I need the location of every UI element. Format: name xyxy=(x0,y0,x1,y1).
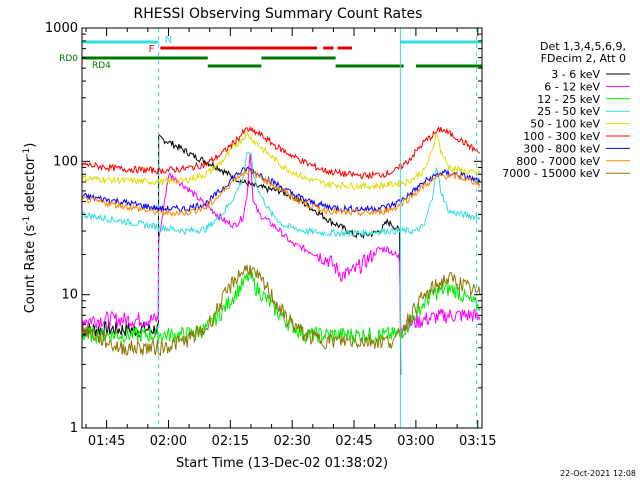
series-line-8 xyxy=(81,167,481,218)
flag-bar-label: RD0 xyxy=(59,54,78,64)
y-tick-label: 1000 xyxy=(45,21,78,36)
chart-title: RHESSI Observing Summary Count Rates xyxy=(134,6,423,22)
x-axis-label: Start Time (13-Dec-02 01:38:02) xyxy=(176,456,388,471)
legend-label: 100 - 300 keV xyxy=(523,130,600,143)
tick-marks: 1 10 100 1000 01:45 02:00 02:15 02:30 02:45 03:00… xyxy=(45,21,497,449)
legend-header: FDecim 2, Att 0 xyxy=(541,52,626,65)
y-axis-label: Count Rate (s-1 detector-1) xyxy=(22,143,38,314)
x-tick-label: 02:00 xyxy=(150,434,187,449)
y-axis-label-mid: detector xyxy=(23,156,38,216)
data-series xyxy=(81,125,481,375)
legend: Det 1,3,4,5,6,9,FDecim 2, Att 0 3 - 6 keV… xyxy=(502,40,630,180)
legend-label: 50 - 100 keV xyxy=(530,118,600,131)
series-line-4 xyxy=(81,151,481,239)
legend-label: 3 - 6 keV xyxy=(551,68,600,81)
legend-label: 300 - 800 keV xyxy=(523,142,600,155)
x-tick-label: 03:00 xyxy=(397,434,434,449)
flag-bar-label: RD4 xyxy=(92,61,111,71)
series-line-7 xyxy=(81,166,481,214)
vertical-markers xyxy=(158,28,478,428)
series-line-6 xyxy=(81,125,481,180)
y-axis-label-sup1: -1 xyxy=(22,216,32,225)
y-axis-label-main: Count Rate (s xyxy=(23,225,38,314)
series-line-5 xyxy=(81,132,481,191)
timestamp: 22-Oct-2021 12:08 xyxy=(560,469,636,478)
y-axis-label-end: ) xyxy=(23,143,38,148)
y-tick-label: 10 xyxy=(61,288,78,303)
x-tick-label: 02:45 xyxy=(335,434,372,449)
legend-label: 6 - 12 keV xyxy=(544,80,600,93)
plot-frame xyxy=(81,27,483,429)
x-tick-label: 03:15 xyxy=(459,434,496,449)
y-tick-label: 1 xyxy=(70,421,78,436)
series-line-9 xyxy=(81,264,481,356)
series-line-2 xyxy=(81,153,481,333)
legend-label: 7000 - 15000 keV xyxy=(502,167,600,180)
flag-bar-label: F xyxy=(149,44,155,55)
legend-header: Det 1,3,4,5,6,9, xyxy=(540,40,626,53)
legend-label: 25 - 50 keV xyxy=(537,105,600,118)
flag-bar-label: N xyxy=(165,35,172,46)
y-tick-label: 100 xyxy=(53,154,78,169)
legend-label: 12 - 25 keV xyxy=(537,93,600,106)
x-tick-label: 01:45 xyxy=(88,434,125,449)
legend-label: 800 - 7000 keV xyxy=(516,155,600,168)
x-tick-label: 02:30 xyxy=(273,434,310,449)
flag-bars: NF RD0 RD4 xyxy=(59,35,482,71)
x-tick-label: 02:15 xyxy=(212,434,249,449)
series-line-3 xyxy=(81,267,481,345)
y-axis-label-sup2: -1 xyxy=(22,148,32,157)
